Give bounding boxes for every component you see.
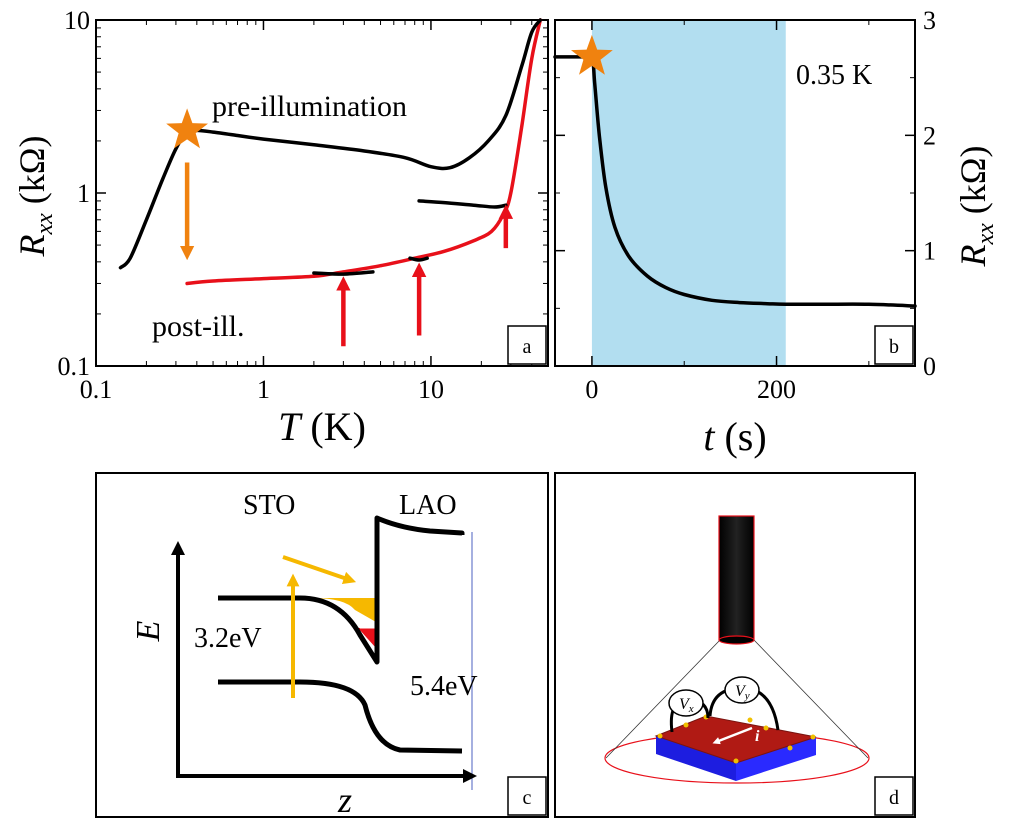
panel-a-ylabel: Rxx (kΩ) xyxy=(12,135,58,257)
panel-b-tick-labels: 0 200 0 1 2 3 xyxy=(585,6,936,404)
sto-label: STO xyxy=(243,490,295,521)
vx-meter xyxy=(668,689,704,717)
gap-sto-label: 3.2eV xyxy=(194,623,262,654)
panel-b-xlabel-var: t xyxy=(703,414,715,459)
panel-a-xlabel-var: T xyxy=(278,404,303,449)
panel-b-ylabel-unit: (kΩ) xyxy=(953,145,993,223)
panel-a-ticks xyxy=(95,19,548,367)
a-ytick-label: 0.1 xyxy=(58,352,91,381)
light-cone-right xyxy=(753,639,869,759)
b-ytick-label: 1 xyxy=(923,237,936,266)
b-xtick-label: 0 xyxy=(585,375,598,404)
series-post-illumination xyxy=(185,18,543,286)
panel-b-ylabel-main: R xyxy=(953,245,993,268)
panel-a-xlabel-unit: (K) xyxy=(300,404,366,449)
panel-b-ylabel: Rxx (kΩ) xyxy=(953,145,999,267)
panel-c-frame xyxy=(95,472,549,818)
vy-meter xyxy=(724,676,760,704)
panel-a-ylabel-unit: (kΩ) xyxy=(12,135,52,213)
substrate-left-face xyxy=(656,736,736,781)
panel-c-letter-box xyxy=(507,776,547,816)
band-fill-yellow xyxy=(313,598,376,622)
fiber-tip xyxy=(718,635,755,645)
lao-label: LAO xyxy=(399,490,457,521)
valence-band xyxy=(218,679,463,754)
vy-label-main: V xyxy=(735,683,747,700)
b-xtick-label: 200 xyxy=(757,375,796,404)
panel-b-xlabel: t (s) xyxy=(703,414,766,459)
panel-b-series xyxy=(553,53,917,308)
gap-lao-label: 5.4eV xyxy=(410,671,478,702)
vx-label-sub: x xyxy=(688,703,694,715)
b-ytick-label: 2 xyxy=(923,121,936,150)
panel-a-series xyxy=(118,18,543,286)
a-xtick-label: 1 xyxy=(257,375,270,404)
panel-b-letter-box xyxy=(874,325,914,365)
panel-b-annotations xyxy=(571,34,613,75)
panel-b-temp-label: 0.35 K xyxy=(796,60,872,91)
panel-a-ylabel-main: R xyxy=(12,235,52,258)
sample-film xyxy=(654,715,817,764)
axis-z-label: z xyxy=(337,780,352,820)
panel-a-letter-box xyxy=(507,325,547,365)
transfer-arrow xyxy=(282,555,357,584)
vx-label-main: V xyxy=(679,696,691,713)
panel-b-letter: b xyxy=(889,336,899,358)
vy-label: Vy xyxy=(735,683,750,702)
series-intermediate-2 xyxy=(312,270,375,276)
current-arrow xyxy=(712,726,753,745)
panel-d-setup: Vx Vy i d xyxy=(554,472,916,818)
panel-a-xlabel: T (K) xyxy=(278,404,366,449)
panel-b: 0 200 0 1 2 3 0.35 K b Rxx (kΩ) t (s) xyxy=(553,6,999,459)
panel-b-ticks xyxy=(555,19,915,367)
panel-a-letter: a xyxy=(523,336,532,358)
a-star-marker xyxy=(166,108,208,149)
series-intermediate-1 xyxy=(417,199,508,209)
panel-b-illumination-region xyxy=(591,20,786,366)
vy-label-sub: y xyxy=(744,690,750,702)
b-ytick-label: 3 xyxy=(923,6,936,35)
panel-a-post-label: post-ill. xyxy=(152,310,245,343)
a-xtick-label: 0.1 xyxy=(80,375,113,404)
panel-b-ylabel-sub: xx xyxy=(973,223,999,246)
axis-e-label: E xyxy=(130,620,167,642)
b-star-marker xyxy=(571,34,613,75)
series-relaxation xyxy=(553,53,917,308)
vx-label: Vx xyxy=(679,696,694,715)
a-ytick-label: 1 xyxy=(77,179,90,208)
light-cone-left xyxy=(605,639,721,759)
conduction-band xyxy=(218,515,465,665)
panel-a-ylabel-sub: xx xyxy=(32,213,58,236)
panel-c-band-diagram: STO LAO 3.2eV 5.4eV E z c xyxy=(95,472,549,820)
a-ytick-label: 10 xyxy=(64,6,90,35)
panel-b-xlabel-unit: (s) xyxy=(714,414,766,459)
panel-c-letter: c xyxy=(523,787,532,809)
panel-a-annotations xyxy=(166,108,514,347)
series-intermediate-3 xyxy=(408,256,429,262)
panel-d-frame xyxy=(554,472,916,818)
optical-fiber xyxy=(718,515,755,641)
contact-pads xyxy=(657,714,816,764)
panel-d-letter-box xyxy=(874,776,914,816)
series-pre-illumination xyxy=(118,18,543,270)
substrate-right-face xyxy=(736,737,816,781)
b-ytick-label: 0 xyxy=(923,352,936,381)
current-label: i xyxy=(755,728,760,745)
panel-d-letter: d xyxy=(889,787,899,809)
band-fill-red xyxy=(358,628,376,648)
panel-a-pre-label: pre-illumination xyxy=(212,90,407,123)
a-xtick-label: 10 xyxy=(418,375,444,404)
panel-a-tick-labels: 0.1 1 10 0.1 1 10 xyxy=(58,6,444,404)
